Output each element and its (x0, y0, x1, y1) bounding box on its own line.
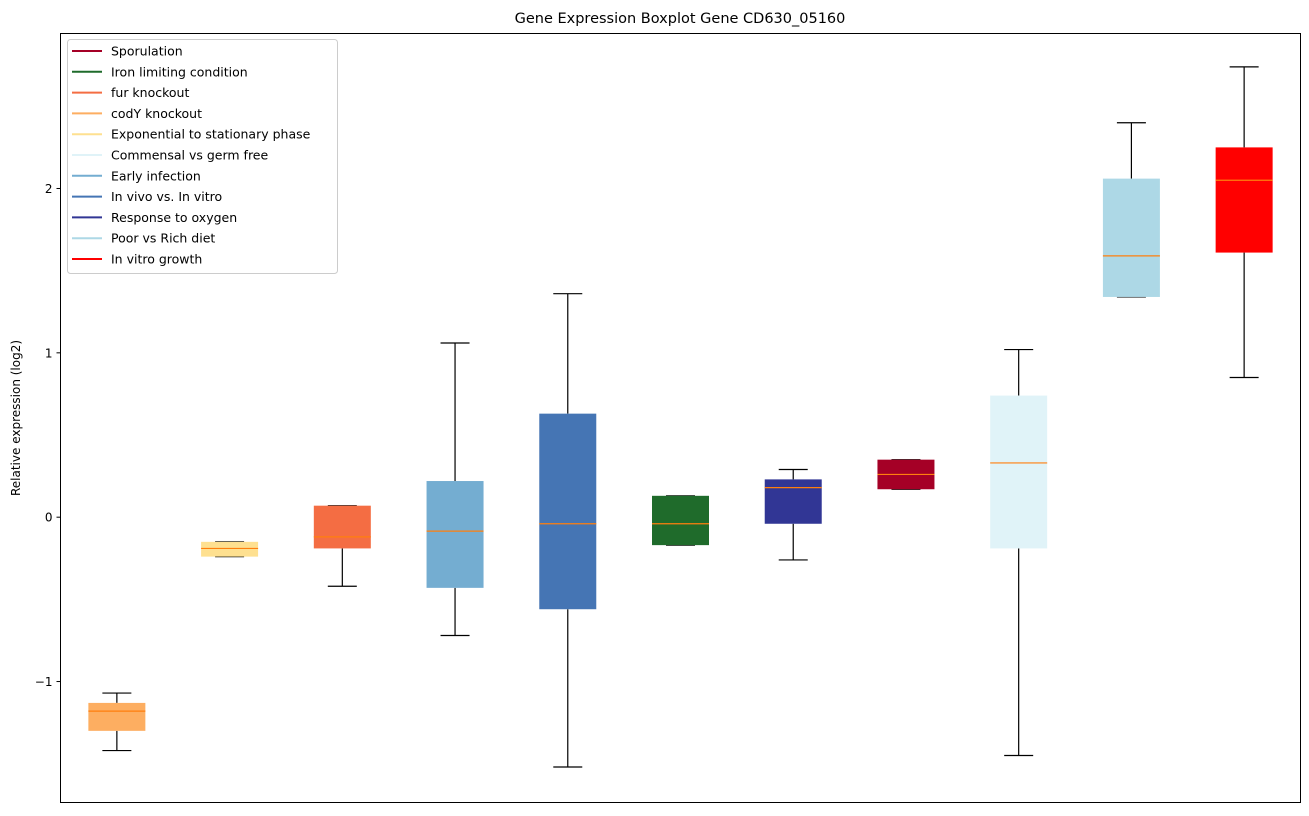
legend-item: Early infection (72, 168, 201, 183)
legend: Sporulation Iron limiting condition fur kn… (67, 39, 338, 274)
box-poor-vs-rich-diet (1102, 122, 1160, 298)
box-body (426, 481, 484, 588)
box-body (201, 541, 259, 557)
box-commensal-vs-germ-free (990, 348, 1048, 757)
legend-label: Response to oxygen (111, 210, 237, 225)
legend-label: fur knockout (111, 85, 189, 100)
box-cody-knockout (88, 692, 146, 752)
box-body (764, 479, 822, 524)
legend-item: fur knockout (72, 85, 189, 100)
legend-item: In vitro growth (72, 252, 202, 267)
legend-label: Early infection (111, 168, 201, 183)
box-iron-limiting-condition (652, 495, 709, 546)
legend-item: Poor vs Rich diet (72, 231, 215, 246)
box-early-infection (426, 342, 484, 637)
box-body (990, 395, 1048, 549)
box-in-vivo-vs-in-vitro (539, 293, 597, 768)
y-tick-label: −1 (35, 675, 53, 689)
y-axis-label: Relative expression (log2) (9, 340, 23, 496)
box-fur-knockout (313, 505, 371, 587)
chart-title: Gene Expression Boxplot Gene CD630_05160 (515, 11, 846, 27)
box-body (1215, 147, 1273, 253)
plot-area (88, 66, 1273, 768)
legend-label: In vitro growth (111, 252, 202, 267)
legend-label: Exponential to stationary phase (111, 127, 311, 142)
y-tick-label: 1 (45, 346, 53, 360)
box-body (313, 505, 371, 549)
box-exponential-to-stationary-phase (201, 541, 259, 558)
legend-label: Iron limiting condition (111, 64, 248, 79)
legend-item: Response to oxygen (72, 210, 237, 225)
legend-item: In vivo vs. In vitro (72, 189, 222, 204)
legend-label: codY knockout (111, 106, 202, 121)
box-body (1102, 178, 1160, 297)
box-body (652, 495, 709, 546)
legend-label: Sporulation (111, 44, 183, 59)
legend-item: Sporulation (72, 44, 183, 59)
y-axis: −1 0 1 2 (35, 182, 61, 689)
axes-frame (60, 33, 1301, 803)
legend-item: Commensal vs germ free (72, 148, 268, 163)
box-body (539, 413, 597, 610)
legend-item: Iron limiting condition (72, 64, 248, 79)
legend-item: codY knockout (72, 106, 202, 121)
legend-frame (67, 39, 338, 274)
box-body (88, 702, 146, 731)
box-in-vitro-growth (1215, 66, 1273, 379)
legend-label: Commensal vs germ free (111, 148, 268, 163)
legend-item: Exponential to stationary phase (72, 127, 311, 142)
y-tick-label: 0 (45, 511, 53, 525)
legend-label: In vivo vs. In vitro (111, 189, 222, 204)
y-tick-label: 2 (45, 182, 53, 196)
box-sporulation (877, 459, 935, 490)
legend-label: Poor vs Rich diet (111, 231, 215, 246)
box-response-to-oxygen (764, 468, 822, 561)
